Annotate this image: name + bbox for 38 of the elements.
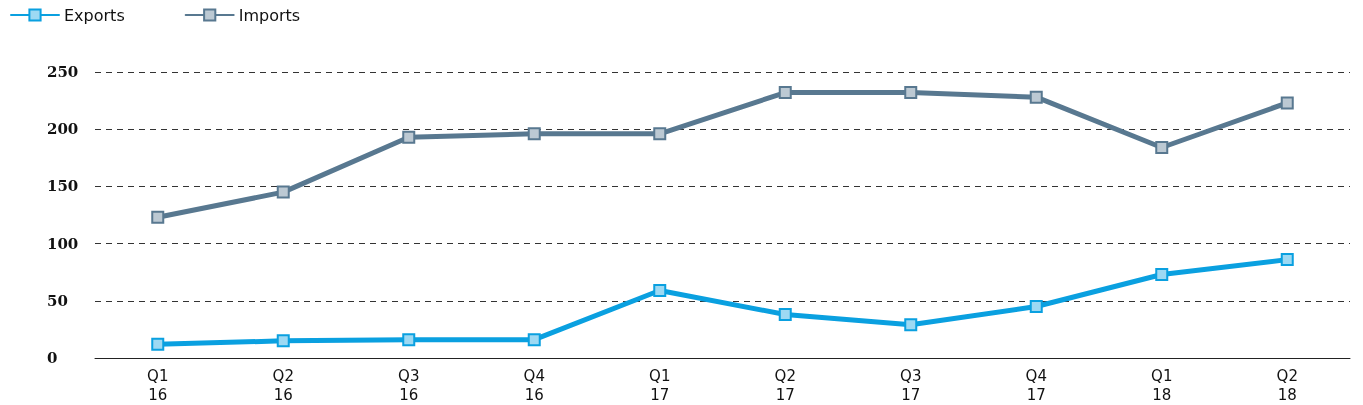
point xyxy=(1155,267,1169,281)
x-tick-label: Q3 16 xyxy=(398,366,420,404)
x-tick-label: Q2 18 xyxy=(1276,366,1298,404)
point xyxy=(151,337,165,351)
point xyxy=(527,333,541,347)
point xyxy=(402,333,416,347)
point xyxy=(1280,253,1294,267)
point xyxy=(904,86,918,100)
y-tick-label: 0 xyxy=(47,349,58,367)
legend-label: Imports xyxy=(238,5,301,25)
point xyxy=(1280,96,1294,110)
x-tick-label: Q2 16 xyxy=(272,366,294,404)
point xyxy=(1029,90,1043,104)
point xyxy=(276,185,290,199)
x-tick-label: Q4 17 xyxy=(1025,366,1047,404)
y-tick-label: 150 xyxy=(47,177,79,196)
point xyxy=(904,318,918,332)
x-tick-label: Q4 16 xyxy=(523,366,545,404)
point xyxy=(527,127,541,141)
point xyxy=(1155,141,1169,154)
y-tick-label: 200 xyxy=(47,120,79,139)
point xyxy=(1029,300,1043,314)
point xyxy=(778,308,792,322)
y-tick-label: 100 xyxy=(47,234,79,253)
x-tick-label: Q1 16 xyxy=(147,366,169,404)
x-tick-label: Q3 17 xyxy=(900,366,922,404)
y-tick-label: 250 xyxy=(47,63,79,81)
point xyxy=(402,130,416,144)
point xyxy=(276,334,290,348)
point xyxy=(653,284,667,297)
x-tick-label: Q2 17 xyxy=(774,366,796,404)
x-tick-label: Q1 18 xyxy=(1151,366,1173,404)
y-tick-label: 50 xyxy=(47,291,68,310)
x-tick-label: Q1 17 xyxy=(649,366,671,404)
point xyxy=(778,86,792,100)
point xyxy=(151,210,165,224)
point xyxy=(653,127,667,141)
legend-label: Exports xyxy=(64,5,125,25)
